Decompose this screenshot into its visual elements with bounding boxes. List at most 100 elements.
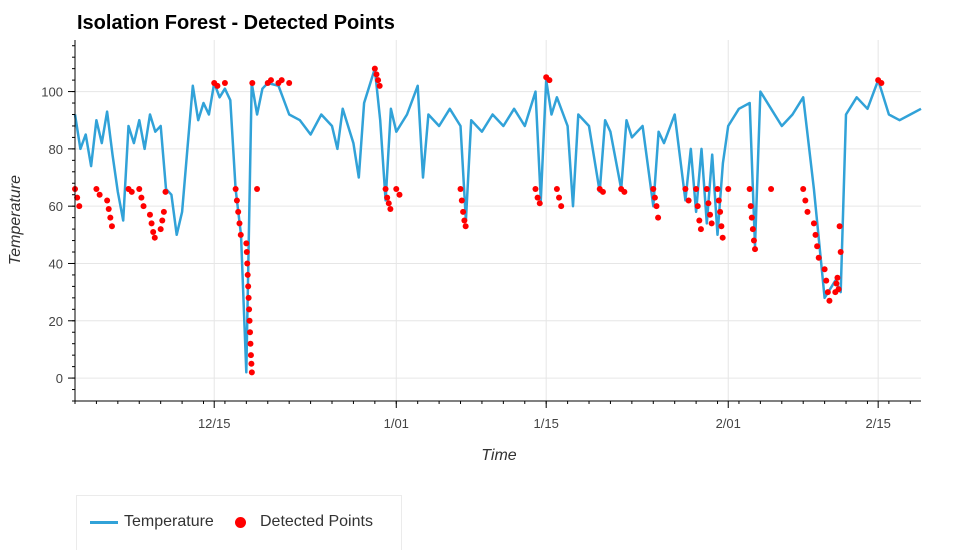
isolation-forest-chart: Isolation Forest - Detected Points 0 20 40… bbox=[7, 12, 922, 464]
x-axis-label: Time bbox=[481, 447, 517, 464]
detected-point bbox=[159, 217, 166, 224]
detected-point bbox=[108, 223, 115, 230]
detected-point bbox=[396, 191, 403, 198]
detected-point bbox=[815, 254, 822, 261]
detected-point bbox=[151, 234, 158, 241]
detected-point bbox=[140, 203, 147, 210]
legend: Temperature Detected Points bbox=[76, 495, 402, 550]
detected-point bbox=[382, 185, 389, 192]
detected-point bbox=[246, 317, 253, 324]
detected-point bbox=[376, 82, 383, 89]
legend-item-temperature: Temperature bbox=[90, 513, 214, 531]
detected-point bbox=[536, 200, 543, 207]
detected-point bbox=[150, 228, 157, 235]
detected-point bbox=[833, 280, 840, 287]
temperature-series bbox=[73, 67, 922, 374]
y-tick-label: 40 bbox=[49, 256, 63, 271]
y-tick-label: 80 bbox=[49, 142, 63, 157]
detected-point bbox=[375, 77, 382, 84]
detected-point bbox=[245, 283, 252, 290]
detected-point bbox=[244, 271, 251, 278]
detected-point bbox=[837, 249, 844, 256]
detected-point bbox=[553, 185, 560, 192]
detected-point bbox=[835, 286, 842, 293]
y-tick-label: 0 bbox=[56, 371, 63, 386]
detected-point bbox=[76, 203, 83, 210]
legend-dot-icon bbox=[235, 516, 246, 528]
detected-point bbox=[247, 340, 254, 347]
detected-point bbox=[286, 79, 293, 86]
detected-point bbox=[693, 185, 700, 192]
detected-point bbox=[236, 220, 243, 227]
detected-point bbox=[461, 217, 468, 224]
detected-point bbox=[267, 77, 274, 84]
detected-point bbox=[254, 185, 261, 192]
detected-point bbox=[747, 203, 754, 210]
x-tick-label: 12/15 bbox=[198, 416, 231, 431]
detected-point bbox=[74, 194, 81, 201]
detected-point bbox=[93, 185, 100, 192]
detected-point bbox=[703, 185, 710, 192]
detected-point bbox=[715, 197, 722, 204]
detected-point bbox=[694, 203, 701, 210]
detected-point bbox=[546, 77, 553, 84]
detected-point bbox=[725, 185, 732, 192]
detected-point bbox=[460, 208, 467, 215]
detected-point bbox=[810, 220, 817, 227]
detected-point bbox=[221, 79, 228, 86]
detected-point bbox=[558, 203, 565, 210]
detected-point bbox=[534, 194, 541, 201]
detected-point bbox=[246, 306, 253, 313]
detected-point bbox=[96, 191, 103, 198]
detected-point bbox=[823, 277, 830, 284]
detected-point bbox=[749, 226, 756, 233]
detected-point bbox=[243, 240, 250, 247]
detected-point bbox=[650, 185, 657, 192]
axes: 0 20 40 60 80 100 12/15 1/01 1/15 2/01 2/15 bbox=[41, 40, 921, 431]
detected-point bbox=[748, 214, 755, 221]
detected-point bbox=[655, 214, 662, 221]
detected-point bbox=[136, 185, 143, 192]
detected-point bbox=[385, 200, 392, 207]
detected-point bbox=[621, 188, 628, 195]
detected-point bbox=[824, 289, 831, 296]
detected-point bbox=[717, 208, 724, 215]
detected-point bbox=[714, 185, 721, 192]
x-tick-label: 1/01 bbox=[384, 416, 409, 431]
detected-point bbox=[107, 214, 114, 221]
detected-point bbox=[157, 226, 164, 233]
detected-point bbox=[245, 294, 252, 301]
detected-point bbox=[462, 223, 469, 230]
detected-point bbox=[696, 217, 703, 224]
detected-point bbox=[750, 237, 757, 244]
detected-point bbox=[707, 211, 714, 218]
detected-point bbox=[556, 194, 563, 201]
detected-point bbox=[160, 208, 167, 215]
detected-point bbox=[802, 197, 809, 204]
legend-item-detected: Detected Points bbox=[235, 513, 373, 531]
detected-point bbox=[237, 231, 244, 238]
detected-point bbox=[532, 185, 539, 192]
detected-point bbox=[105, 206, 112, 213]
detected-point bbox=[148, 220, 155, 227]
x-tick-label: 2/15 bbox=[866, 416, 891, 431]
detected-point bbox=[821, 266, 828, 273]
detected-point bbox=[836, 223, 843, 230]
detected-point bbox=[599, 188, 606, 195]
detected-point bbox=[247, 352, 254, 359]
detected-point bbox=[243, 249, 250, 256]
detected-point bbox=[705, 200, 712, 207]
x-tick-label: 1/15 bbox=[534, 416, 559, 431]
x-tick-label: 2/01 bbox=[716, 416, 741, 431]
detected-point bbox=[685, 197, 692, 204]
legend-line-icon bbox=[90, 520, 118, 524]
y-tick-label: 20 bbox=[49, 314, 63, 329]
legend-label-temperature: Temperature bbox=[124, 513, 214, 530]
detected-point bbox=[834, 274, 841, 281]
detected-point bbox=[812, 231, 819, 238]
detected-point bbox=[248, 360, 255, 367]
detected-point bbox=[247, 329, 254, 336]
detected-point bbox=[878, 79, 885, 86]
detected-point bbox=[697, 226, 704, 233]
detected-point bbox=[814, 243, 821, 250]
